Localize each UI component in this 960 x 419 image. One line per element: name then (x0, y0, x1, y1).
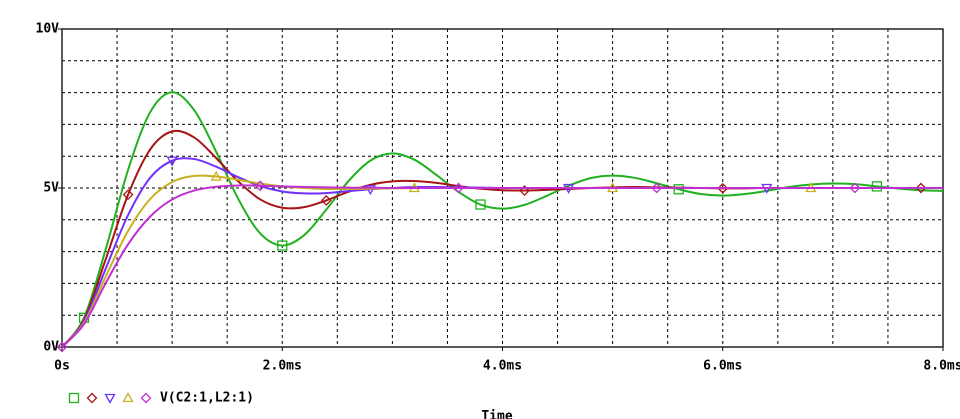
data-marker (915, 182, 927, 194)
legend-symbol (68, 392, 80, 404)
y-tick-label: 10V (36, 22, 60, 37)
legend-symbol (140, 392, 152, 404)
data-marker (717, 182, 729, 194)
data-marker (453, 182, 464, 194)
data-marker (673, 184, 684, 195)
legend-symbol (86, 392, 98, 404)
x-tick-label: 6.0ms (703, 359, 742, 374)
series-line (61, 184, 943, 348)
data-marker (519, 185, 530, 196)
data-marker (122, 189, 134, 201)
series-line (61, 174, 943, 348)
legend-label: V(C2:1,L2:1) (160, 391, 254, 406)
y-tick-label: 5V (43, 181, 59, 196)
data-marker (871, 181, 883, 192)
data-marker (651, 182, 663, 194)
x-tick-label: 4.0ms (483, 359, 522, 374)
data-marker (277, 240, 288, 251)
data-marker (166, 156, 178, 167)
legend-symbol (122, 392, 134, 403)
data-marker (210, 170, 222, 181)
data-marker (320, 194, 332, 206)
x-axis-label: Time (481, 409, 512, 419)
data-marker (475, 199, 486, 210)
y-tick-label: 0V (43, 340, 59, 355)
legend-symbol (104, 393, 116, 404)
data-marker (849, 182, 861, 194)
x-tick-label: 8.0ms (923, 359, 960, 374)
series-line (61, 91, 944, 348)
data-marker (254, 180, 266, 192)
x-tick-label: 2.0ms (263, 359, 302, 374)
data-marker (56, 341, 68, 353)
data-marker (364, 185, 376, 196)
x-tick-label: 0s (54, 359, 70, 374)
